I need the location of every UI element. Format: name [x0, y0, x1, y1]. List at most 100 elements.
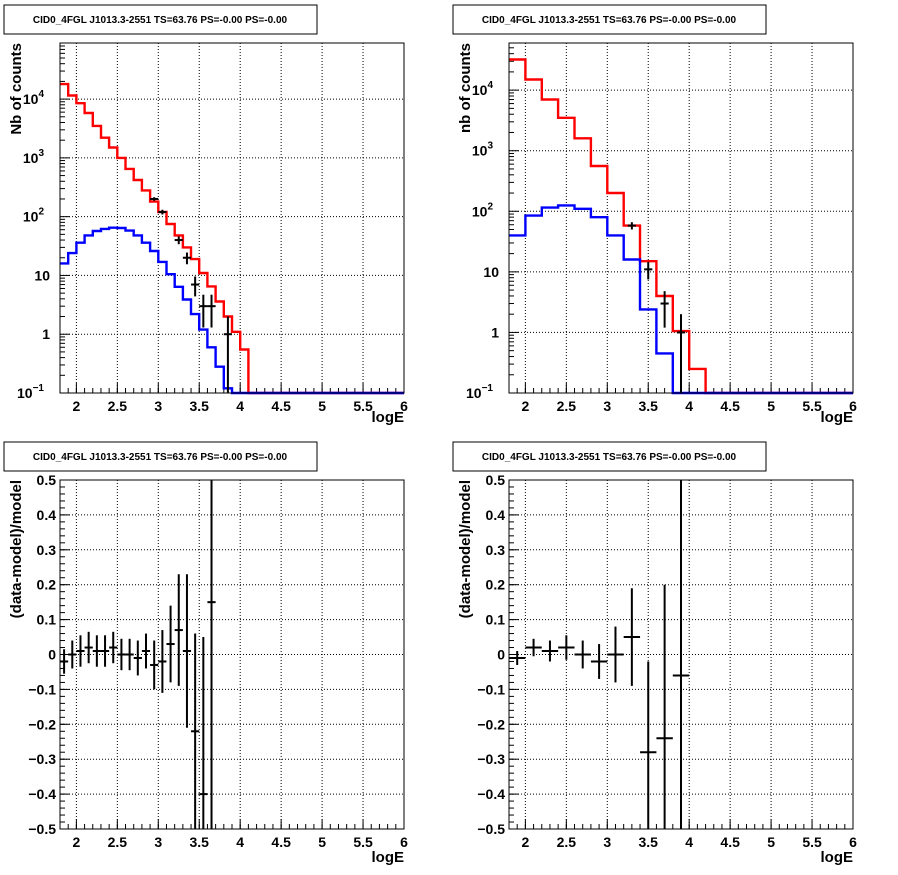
y-tick-label: −0.1: [477, 681, 505, 697]
data-point: [141, 633, 151, 669]
residuals-chart-right: CID0_4FGL J1013.3-2551 TS=63.76 PS=-0.00…: [452, 441, 857, 866]
plot-frame: [508, 42, 854, 394]
y-tick-label: −0.5: [477, 821, 505, 837]
y-tick-label: 102: [23, 207, 45, 225]
data-point: [191, 276, 200, 297]
y-tick-label: 10−1: [466, 383, 493, 401]
y-tick-label: 0.2: [486, 577, 506, 593]
y-tick-label: 0.5: [37, 472, 57, 488]
y-tick-label: 1: [491, 324, 499, 340]
x-tick-label: 3: [603, 398, 611, 414]
y-tick-label: 0.3: [37, 542, 57, 558]
x-tick-label: 2.5: [557, 834, 577, 850]
y-tick-label: −0.3: [477, 751, 505, 767]
x-tick-label: 4.5: [271, 398, 291, 414]
data-point: [158, 209, 167, 215]
title-box: [3, 4, 318, 35]
data-point: [607, 626, 624, 683]
y-tick-label: −0.2: [477, 716, 505, 732]
data-point: [166, 605, 175, 683]
data-point: [117, 638, 126, 671]
data-point: [133, 640, 142, 676]
y-tick-label: 103: [23, 148, 45, 166]
plot-frame: [59, 479, 405, 830]
x-tick-label: 5.5: [353, 398, 373, 414]
y-tick-label: 0: [48, 647, 56, 663]
y-tick-label: −0.4: [28, 786, 56, 802]
data-point: [644, 262, 653, 280]
x-tick-label: 5.5: [353, 834, 373, 850]
y-tick-label: 0.4: [37, 507, 57, 523]
data-point: [199, 294, 208, 328]
x-tick-label: 3.5: [639, 834, 659, 850]
x-tick-label: 3.5: [190, 398, 210, 414]
chart-panel-residuals-left: CID0_4FGL J1013.3-2551 TS=63.76 PS=-0.00…: [0, 437, 449, 874]
chart-title: CID0_4FGL J1013.3-2551 TS=63.76 PS=-0.00…: [33, 15, 288, 26]
data-point: [672, 480, 690, 829]
data-point: [656, 584, 673, 829]
chart-title: CID0_4FGL J1013.3-2551 TS=63.76 PS=-0.00…: [482, 15, 737, 26]
data-point: [150, 640, 159, 690]
plot-frame: [59, 42, 405, 394]
y-tick-label: 0: [497, 647, 505, 663]
y-tick-label: 10: [34, 267, 50, 283]
data-point: [574, 640, 591, 669]
x-tick-label: 3.5: [190, 834, 210, 850]
y-tick-label: 0.5: [486, 472, 506, 488]
x-tick-label: 6: [849, 398, 857, 414]
chart-panel-counts-right: CID0_4FGL J1013.3-2551 TS=63.76 PS=-0.00…: [449, 0, 898, 437]
data-point: [174, 574, 183, 686]
y-axis-label: nb of counts: [457, 43, 474, 133]
x-tick-label: 4: [236, 398, 244, 414]
chart-title: CID0_4FGL J1013.3-2551 TS=63.76 PS=-0.00…: [33, 452, 288, 463]
x-tick-label: 4: [236, 834, 244, 850]
data-point: [660, 291, 669, 328]
chart-title: CID0_4FGL J1013.3-2551 TS=63.76 PS=-0.00…: [482, 452, 737, 463]
y-tick-label: 0.1: [37, 612, 57, 628]
data-point: [150, 197, 159, 201]
data-point: [174, 236, 183, 245]
y-tick-label: −0.3: [28, 751, 56, 767]
counts-chart-right: CID0_4FGL J1013.3-2551 TS=63.76 PS=-0.00…: [452, 4, 857, 426]
x-tick-label: 5: [767, 398, 775, 414]
data-point: [76, 635, 85, 667]
x-tick-label: 5: [767, 834, 775, 850]
data-point: [60, 649, 69, 674]
x-tick-label: 4.5: [271, 834, 291, 850]
data-point: [525, 638, 542, 657]
x-tick-label: 2: [521, 834, 529, 850]
x-tick-label: 2.5: [108, 834, 128, 850]
y-tick-label: 10: [483, 264, 499, 280]
x-tick-label: 2: [72, 834, 80, 850]
title-box: [452, 4, 767, 35]
x-axis-label: logE: [372, 409, 405, 426]
data-point: [191, 633, 200, 829]
data-point: [182, 252, 192, 265]
x-tick-label: 2.5: [557, 398, 577, 414]
x-tick-label: 4.5: [720, 398, 740, 414]
y-tick-label: 104: [472, 80, 494, 98]
data-point: [207, 294, 216, 328]
data-point: [109, 631, 118, 664]
y-axis-label: (data-model)/model: [8, 480, 25, 618]
y-tick-label: −0.2: [28, 716, 56, 732]
y-tick-label: 1: [42, 326, 50, 342]
title-box: [3, 441, 318, 472]
data-point: [182, 574, 192, 728]
residuals-chart-left: CID0_4FGL J1013.3-2551 TS=63.76 PS=-0.00…: [3, 441, 408, 866]
data-point: [676, 314, 686, 393]
x-axis-label: logE: [821, 849, 854, 866]
y-tick-label: 102: [472, 201, 494, 219]
data-point: [541, 640, 559, 662]
data-point: [199, 637, 208, 829]
counts-chart-left: CID0_4FGL J1013.3-2551 TS=63.76 PS=-0.00…: [3, 4, 408, 426]
x-tick-label: 3.5: [639, 398, 659, 414]
y-axis-label: Nb of counts: [8, 43, 25, 135]
histogram-series: [60, 82, 404, 395]
title-box: [452, 441, 767, 472]
chart-panel-counts-left: CID0_4FGL J1013.3-2551 TS=63.76 PS=-0.00…: [0, 0, 449, 437]
plot-frame: [508, 479, 854, 830]
data-point: [223, 316, 232, 393]
x-tick-label: 6: [400, 398, 408, 414]
y-tick-label: −0.1: [28, 681, 56, 697]
